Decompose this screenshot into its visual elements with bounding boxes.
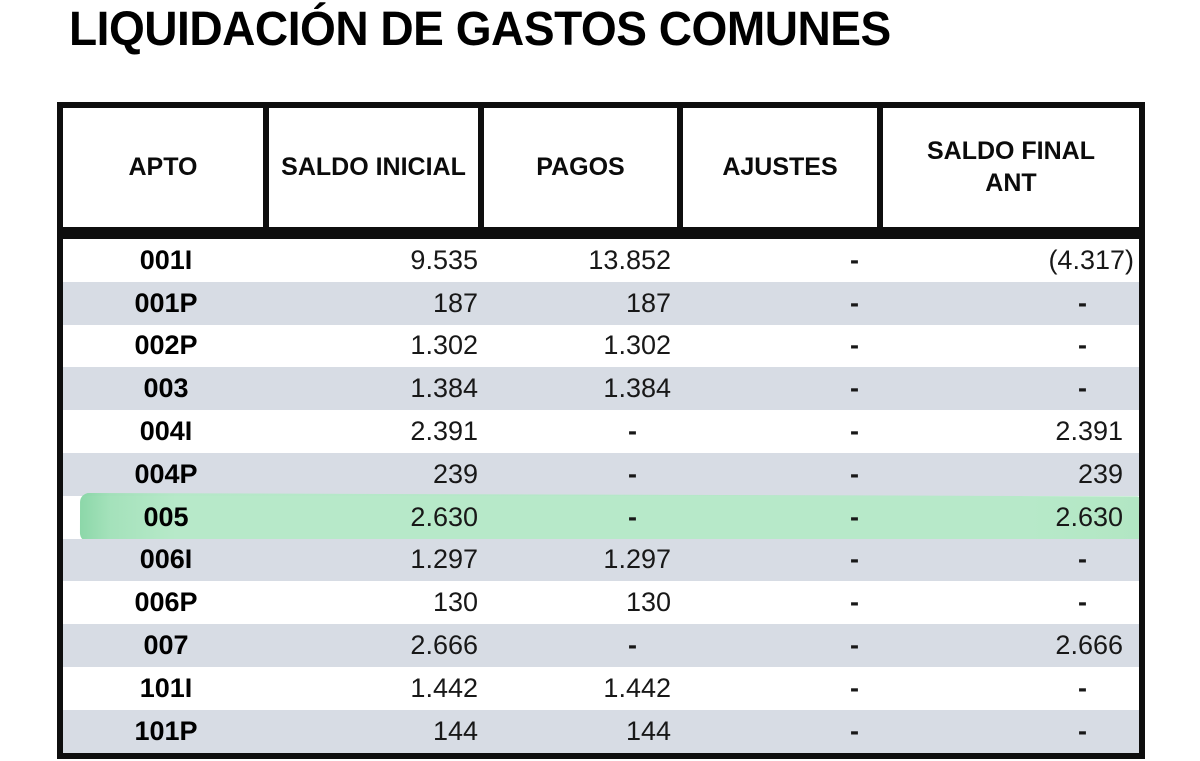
cell-apto: 001I (139, 244, 193, 275)
cell-saldo-inicial: 144 (432, 715, 478, 746)
cell-pagos: - (628, 458, 637, 489)
cell-pagos: 1.297 (603, 544, 671, 575)
cell-apto: 006I (139, 544, 193, 575)
cell-apto: 001P (134, 287, 198, 318)
cell-saldo-inicial: 2.666 (410, 630, 478, 661)
cell-saldo-final-ant: 2.391 (1055, 416, 1123, 447)
cell-apto: 007 (143, 630, 189, 661)
table-row: 001P 187 187 - - (63, 281, 1139, 325)
cell-pagos: 130 (625, 587, 671, 618)
table-header-row: APTO SALDO INICIAL PAGOS AJUSTES SALDO F… (57, 102, 1145, 233)
cell-ajustes: - (850, 416, 859, 447)
cell-ajustes: - (850, 587, 859, 618)
cell-pagos: - (628, 501, 637, 532)
cell-ajustes: - (850, 287, 859, 318)
cell-ajustes: - (850, 672, 859, 703)
cell-saldo-final-ant: 2.666 (1055, 630, 1123, 661)
cell-pagos: - (628, 630, 637, 661)
cell-saldo-inicial: 9.535 (410, 244, 478, 275)
column-header-apto: APTO (63, 108, 269, 227)
cell-ajustes: - (850, 630, 859, 661)
cell-saldo-inicial: 1.384 (410, 373, 478, 404)
table-row: 004I 2.391 - - 2.391 (63, 410, 1139, 453)
cell-ajustes: - (850, 373, 859, 404)
cell-saldo-final-ant: - (1078, 287, 1087, 318)
cell-ajustes: - (850, 715, 859, 746)
column-header-ajustes: AJUSTES (683, 108, 883, 227)
column-header-saldo-final-ant: SALDO FINAL ANT (926, 137, 1096, 197)
page-title: LIQUIDACIÓN DE GASTOS COMUNES (69, 1, 891, 56)
cell-saldo-inicial: 1.302 (410, 330, 478, 361)
cell-saldo-inicial: 239 (432, 458, 478, 489)
table-row: 001I 9.535 13.852 - (4.317) (63, 239, 1139, 282)
column-header-saldo-inicial: SALDO INICIAL (269, 108, 484, 227)
cell-saldo-final-ant: - (1078, 672, 1087, 703)
cell-saldo-final-ant: (4.317) (1048, 244, 1134, 275)
table-row: 006P 130 130 - - (63, 581, 1139, 624)
cell-saldo-final-ant: 2.630 (1055, 501, 1123, 532)
cell-ajustes: - (850, 458, 859, 489)
table-body: 001I 9.535 13.852 - (4.317) 001P 187 187… (57, 233, 1145, 759)
cell-pagos: - (628, 416, 637, 447)
cell-pagos: 1.442 (603, 672, 671, 703)
cell-pagos: 144 (625, 715, 671, 746)
cell-apto: 002P (134, 330, 198, 361)
table-row: 003 1.384 1.384 - - (63, 367, 1139, 411)
cell-ajustes: - (850, 501, 859, 532)
cell-apto: 004I (139, 416, 193, 447)
cell-apto: 101P (134, 715, 198, 746)
cell-saldo-final-ant: - (1078, 715, 1087, 746)
cell-ajustes: - (850, 244, 859, 275)
column-header-pagos: PAGOS (484, 108, 683, 227)
cell-ajustes: - (850, 544, 859, 575)
cell-saldo-inicial: 130 (432, 587, 478, 618)
cell-apto: 101I (139, 672, 193, 703)
gastos-comunes-table: APTO SALDO INICIAL PAGOS AJUSTES SALDO F… (57, 102, 1145, 759)
cell-saldo-final-ant: - (1078, 587, 1087, 618)
cell-pagos: 1.384 (603, 373, 671, 404)
table-row: 007 2.666 - - 2.666 (63, 624, 1139, 667)
cell-saldo-final-ant: - (1078, 330, 1087, 361)
cell-saldo-inicial: 2.391 (410, 416, 478, 447)
cell-saldo-inicial: 1.442 (410, 672, 478, 703)
cell-saldo-final-ant: - (1078, 373, 1087, 404)
cell-saldo-final-ant: - (1078, 544, 1087, 575)
cell-apto: 006P (134, 587, 198, 618)
cell-pagos: 1.302 (603, 330, 671, 361)
table-row: 006I 1.297 1.297 - - (63, 538, 1139, 582)
table-row: 101I 1.442 1.442 - - (63, 667, 1139, 710)
cell-ajustes: - (850, 330, 859, 361)
cell-pagos: 187 (625, 287, 671, 318)
cell-saldo-inicial: 2.630 (410, 501, 478, 532)
cell-pagos: 13.852 (588, 244, 671, 275)
cell-apto: 004P (134, 458, 198, 489)
cell-apto: 003 (143, 373, 189, 404)
table-row: 005 2.630 - - 2.630 (63, 492, 1140, 546)
table-row: 004P 239 - - 239 (63, 452, 1139, 496)
cell-saldo-final-ant: 239 (1077, 458, 1123, 489)
cell-apto: 005 (143, 501, 189, 532)
table-row: 101P 144 144 - - (63, 709, 1139, 753)
cell-saldo-inicial: 1.297 (410, 544, 478, 575)
cell-saldo-inicial: 187 (432, 287, 478, 318)
table-row: 002P 1.302 1.302 - - (63, 325, 1139, 368)
